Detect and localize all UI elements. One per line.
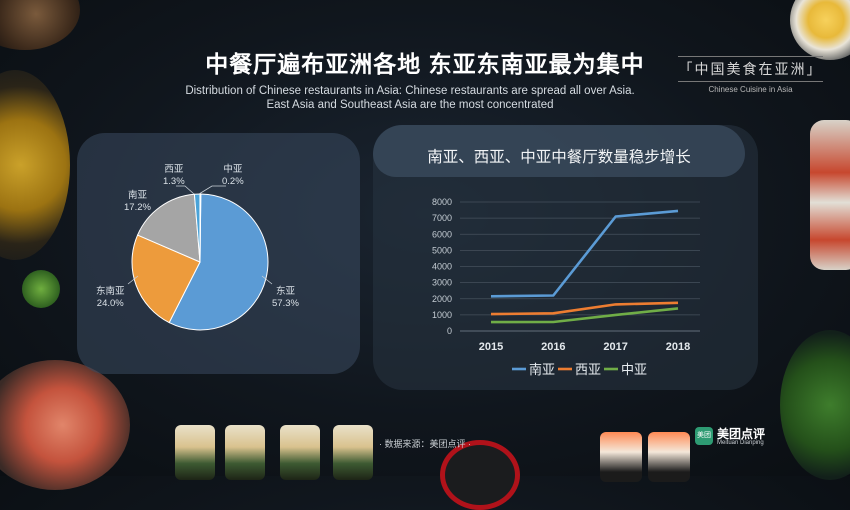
page-subtitle: Distribution of Chinese restaurants in A… bbox=[170, 84, 650, 112]
pie-label-east-asia: 东亚 57.3% bbox=[272, 286, 299, 310]
y-tick-label: 0 bbox=[447, 326, 452, 336]
pie-label-value: 1.3% bbox=[163, 176, 185, 187]
sushi-roll bbox=[175, 425, 215, 480]
brand-box: 「中国美食在亚洲」 Chinese Cuisine in Asia bbox=[678, 56, 823, 94]
y-tick-label: 4000 bbox=[432, 262, 452, 272]
subtitle-line-2: East Asia and Southeast Asia are the mos… bbox=[266, 99, 554, 111]
y-tick-label: 3000 bbox=[432, 278, 452, 288]
pie-slice bbox=[199, 193, 202, 263]
pie-label-name: 中亚 bbox=[223, 164, 243, 175]
pie-label-south-asia: 南亚 17.2% bbox=[124, 190, 151, 214]
pie-slice bbox=[131, 234, 201, 324]
y-tick-label: 5000 bbox=[432, 245, 452, 255]
brand-title: 「中国美食在亚洲」 bbox=[678, 56, 823, 82]
y-tick-label: 2000 bbox=[432, 294, 452, 304]
legend-label: 南亚 bbox=[529, 362, 555, 377]
sushi-nigiri bbox=[648, 432, 690, 482]
y-tick-label: 1000 bbox=[432, 310, 452, 320]
pie-label-southeast-asia: 东南亚 24.0% bbox=[96, 286, 125, 310]
sushi-roll bbox=[280, 425, 320, 480]
pie-leader-line bbox=[127, 275, 139, 285]
sushi-roll bbox=[225, 425, 265, 480]
series-line bbox=[490, 209, 679, 298]
sushi-roll bbox=[333, 425, 373, 480]
pie-label-value: 24.0% bbox=[96, 298, 124, 309]
line-chart: 0 1000 2000 3000 4000 5000 6000 7000 8000 2015 201… bbox=[432, 197, 700, 377]
y-tick-label: 6000 bbox=[432, 229, 452, 239]
pie-label-name: 西亚 bbox=[164, 164, 184, 175]
y-tick-label: 8000 bbox=[432, 197, 452, 207]
y-tick-label: 7000 bbox=[432, 213, 452, 223]
pie-leader-line bbox=[261, 275, 273, 285]
pie-slice bbox=[168, 193, 269, 331]
x-tick-label: 2016 bbox=[541, 341, 565, 353]
series-line bbox=[490, 301, 679, 316]
pie-leader-line bbox=[198, 185, 226, 195]
sushi-right bbox=[810, 120, 850, 270]
pie-label-value: 0.2% bbox=[222, 176, 244, 187]
brand-subtitle: Chinese Cuisine in Asia bbox=[708, 85, 793, 94]
legend-label: 西亚 bbox=[575, 362, 601, 377]
subtitle-line-1: Distribution of Chinese restaurants in A… bbox=[185, 85, 635, 97]
salmon-plate-bottom-left bbox=[0, 360, 130, 490]
sushi-nigiri bbox=[600, 432, 642, 482]
pie-slice bbox=[136, 193, 201, 263]
data-source: · 数据来源：美团点评 · bbox=[379, 439, 471, 449]
pie-label-name: 东亚 bbox=[275, 286, 295, 297]
pie-label-value: 17.2% bbox=[124, 202, 151, 213]
legend-label: 中亚 bbox=[621, 362, 647, 377]
pie-label-west-asia: 西亚 1.3% bbox=[163, 164, 185, 188]
line-chart-title: 南亚、西亚、中亚中餐厅数量稳步增长 bbox=[427, 149, 691, 166]
page-title: 中餐厅遍布亚洲各地 东亚东南亚最为集中 bbox=[205, 51, 645, 77]
pie-chart bbox=[127, 185, 273, 331]
line-panel-header bbox=[373, 125, 745, 177]
pie-leader-line bbox=[176, 185, 195, 195]
logo-english: Meituan Dianping bbox=[717, 440, 764, 446]
meituan-logo: 美团 美团点评 Meituan Dianping bbox=[695, 425, 805, 451]
x-tick-label: 2017 bbox=[603, 341, 627, 353]
green-garnish bbox=[22, 270, 60, 308]
pie-label-name: 东南亚 bbox=[96, 286, 125, 297]
series-line bbox=[490, 307, 679, 324]
x-tick-label: 2015 bbox=[479, 341, 503, 353]
meituan-logo-icon: 美团 bbox=[695, 427, 713, 445]
logo-name: 美团点评 bbox=[717, 427, 766, 441]
pie-label-value: 57.3% bbox=[272, 298, 299, 309]
pie-label-central-asia: 中亚 0.2% bbox=[222, 164, 244, 188]
x-tick-label: 2018 bbox=[666, 341, 690, 353]
pie-label-name: 南亚 bbox=[127, 190, 147, 201]
